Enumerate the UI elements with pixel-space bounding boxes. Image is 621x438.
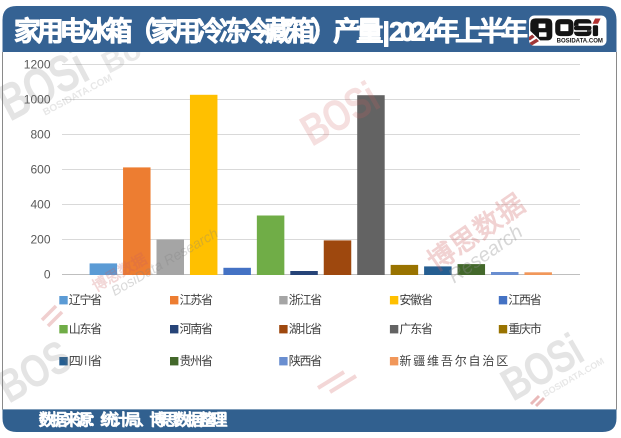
svg-text:辽宁省: 辽宁省 — [69, 292, 106, 307]
svg-text:陕西省: 陕西省 — [289, 353, 326, 368]
svg-text:200: 200 — [30, 233, 50, 247]
svg-text:家用电冰箱（家用冷冻冷藏箱）产量 | 2024年上半年: 家用电冰箱（家用冷冻冷藏箱）产量 | 2024年上半年 — [14, 16, 529, 47]
svg-text:400: 400 — [30, 198, 50, 212]
svg-text:600: 600 — [30, 163, 50, 177]
svg-text:浙江省: 浙江省 — [289, 293, 326, 307]
svg-text:河南省: 河南省 — [180, 321, 217, 336]
svg-text:BOS: BOS — [0, 331, 79, 413]
svg-text:广东省: 广东省 — [399, 322, 436, 336]
svg-text:家用电冰箱（家用冷冻冷藏箱）产量 | 2024年上半年: 家用电冰箱（家用冷冻冷藏箱）产量 | 2024年上半年 — [14, 16, 529, 47]
svg-text:山东省: 山东省 — [69, 322, 106, 336]
svg-text:800: 800 — [30, 128, 50, 142]
svg-text:新疆维吾尔自治区: 新疆维吾尔自治区 — [399, 353, 513, 368]
svg-text:江西省: 江西省 — [508, 293, 545, 307]
svg-text:BOSIDATA.COM: BOSIDATA.COM — [557, 37, 603, 44]
svg-text:家用电冰箱（家用冷冻冷藏箱）产量 | 2024年上半年: 家用电冰箱（家用冷冻冷藏箱）产量 | 2024年上半年 — [14, 16, 529, 47]
svg-text:贵州省: 贵州省 — [180, 354, 217, 368]
svg-text:家用电冰箱（家用冷冻冷藏箱）产量 | 2024年上半年: 家用电冰箱（家用冷冻冷藏箱）产量 | 2024年上半年 — [14, 16, 529, 47]
svg-text:BOSi: BOSi — [492, 324, 591, 411]
svg-text:0: 0 — [44, 268, 51, 282]
svg-text:数据来源：统计局、博思数据整理: 数据来源：统计局、博思数据整理 — [39, 410, 228, 429]
svg-text:湖北省: 湖北省 — [289, 321, 326, 336]
svg-text:数据来源：统计局、博思数据整理: 数据来源：统计局、博思数据整理 — [39, 411, 228, 430]
svg-text:江苏省: 江苏省 — [180, 293, 217, 307]
svg-text:安徽省: 安徽省 — [399, 292, 436, 307]
svg-text:1000: 1000 — [24, 93, 51, 107]
svg-text:四川省: 四川省 — [69, 354, 106, 368]
svg-text:1200: 1200 — [24, 58, 51, 72]
svg-text:重庆市: 重庆市 — [508, 321, 545, 336]
